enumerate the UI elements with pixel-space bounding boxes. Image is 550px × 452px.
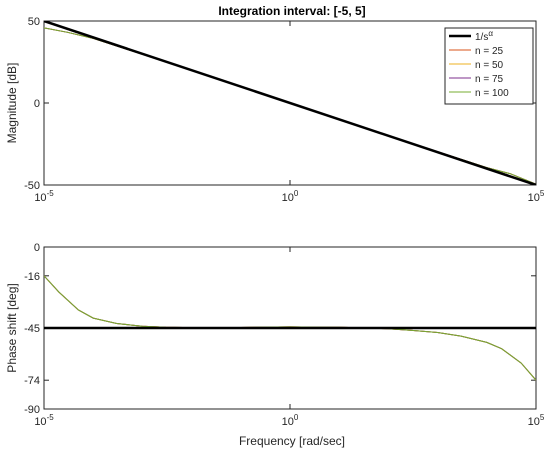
phase-ytick-label: -74 [24,375,40,387]
phase-ytick-label: -45 [24,323,40,335]
legend-label-reference: 1/sα [475,29,493,43]
magnitude-ylabel: Magnitude [dB] [5,63,19,144]
magnitude-ytick-label: -50 [24,180,40,192]
legend-label-n50: n = 50 [475,60,504,71]
magnitude-reference-line [44,21,536,185]
magnitude-ytick-label: 0 [34,98,40,110]
legend-label-n100: n = 100 [475,88,509,99]
legend-label-n25: n = 25 [475,46,504,57]
phase-xtick-label: 10-5 [34,413,54,428]
phase-ylabel: Phase shift [deg] [5,283,19,372]
phase-ytick-label: 0 [34,242,40,254]
legend-label-n75: n = 75 [475,74,504,85]
phase-xlabel: Frequency [rad/sec] [239,434,345,448]
phase-ytick-label: -16 [24,271,40,283]
phase-xtick-label: 105 [528,413,545,428]
legend-box [444,27,534,105]
magnitude-ytick-label: 50 [28,16,40,28]
phase-xtick-label: 100 [282,413,299,428]
magnitude-xtick-label: 100 [282,189,299,204]
magnitude-title: Integration interval: [-5, 5] [218,4,365,18]
phase-ytick-label: -90 [24,404,40,416]
magnitude-xtick-label: 10-5 [34,189,54,204]
magnitude-xtick-label: 105 [528,189,545,204]
